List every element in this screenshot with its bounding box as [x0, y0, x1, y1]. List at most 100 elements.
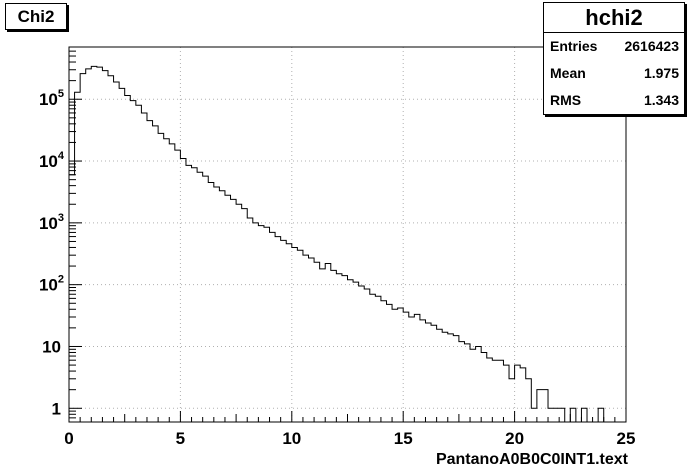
- histogram-bin: [554, 408, 560, 422]
- histogram-bars: [68, 65, 626, 423]
- histogram-bin: [414, 314, 420, 422]
- histogram-bin: [130, 101, 136, 422]
- histogram-bin: [342, 276, 348, 422]
- histogram-bin: [208, 182, 214, 422]
- histogram-bin: [409, 317, 415, 422]
- histogram-bin: [303, 255, 309, 422]
- x-tick-label: 0: [64, 429, 73, 448]
- histogram-bin: [453, 336, 459, 422]
- histogram-bin: [108, 76, 114, 422]
- histogram-bin: [231, 199, 237, 422]
- histogram-bin: [403, 312, 409, 422]
- histogram-bin: [75, 92, 81, 422]
- x-tick-label: 20: [505, 429, 524, 448]
- histogram-bin: [158, 133, 164, 422]
- histogram-bin: [442, 332, 448, 422]
- histogram-bin: [86, 69, 92, 422]
- histogram-bin: [581, 408, 587, 422]
- histogram-bin: [336, 274, 342, 422]
- y-tick-label: 1: [52, 399, 61, 418]
- histogram-bin: [219, 191, 225, 422]
- histogram-bin: [275, 237, 281, 422]
- histogram-bin: [192, 168, 198, 422]
- histogram-bin: [353, 282, 359, 422]
- histogram-bin: [487, 358, 493, 422]
- stats-row-rms: RMS 1.343: [544, 87, 684, 114]
- histogram-bin: [325, 264, 331, 422]
- histogram-bin: [542, 390, 548, 422]
- histogram-bin: [242, 209, 248, 422]
- stats-box: hchi2 Entries 2616423 Mean 1.975 RMS 1.3…: [543, 2, 685, 115]
- histogram-bin: [225, 195, 231, 422]
- histogram-bin: [559, 408, 565, 422]
- stats-row-entries: Entries 2616423: [544, 33, 684, 60]
- histogram-bin: [420, 320, 426, 422]
- histogram-bin: [498, 360, 504, 422]
- histogram-bin: [141, 113, 147, 422]
- histogram-bin: [80, 74, 86, 422]
- histogram-bin: [425, 323, 431, 422]
- histogram-bin: [314, 262, 320, 422]
- histogram-bin: [320, 269, 326, 422]
- histogram-bin: [309, 258, 315, 422]
- histogram-bin: [253, 223, 259, 422]
- stats-label: Mean: [550, 65, 586, 81]
- axes: 0 5 10 15 20 25 1 10 102 103 104 105: [39, 46, 636, 448]
- histogram-bin: [526, 379, 532, 422]
- y-tick-label: 103: [39, 212, 64, 233]
- histogram-bin: [203, 176, 209, 422]
- histogram-bin: [102, 71, 108, 422]
- histogram-bin: [398, 308, 404, 422]
- y-tick-label: 102: [39, 274, 64, 295]
- y-tick-label: 10: [42, 337, 61, 356]
- stats-value: 2616423: [624, 38, 679, 54]
- histogram-bin: [186, 165, 192, 422]
- histogram-outline: [68, 65, 626, 423]
- stats-label: Entries: [550, 38, 598, 54]
- histogram-bin: [180, 158, 186, 422]
- histogram-bin: [359, 286, 365, 422]
- histogram-bin: [169, 144, 175, 422]
- histogram-bin: [476, 346, 482, 422]
- histogram-bin: [459, 342, 465, 422]
- stats-label: RMS: [550, 92, 582, 108]
- histogram-bin: [214, 187, 220, 422]
- x-axis-label: PantanoA0B0C0INT1.text: [435, 451, 628, 468]
- histogram-bin: [153, 126, 159, 422]
- histogram-bin: [247, 218, 253, 422]
- histogram-bin: [136, 105, 142, 422]
- histogram-bin: [91, 66, 97, 422]
- histogram-bin: [509, 379, 515, 422]
- histogram-bin: [175, 150, 181, 422]
- histogram-bin: [197, 172, 203, 422]
- histogram-bin: [264, 227, 270, 422]
- histogram-bin: [348, 280, 354, 422]
- x-tick-label: 25: [617, 429, 636, 448]
- histogram-bin: [570, 408, 576, 422]
- histogram-bin: [125, 95, 131, 422]
- histogram-bin: [598, 408, 604, 422]
- histogram-bin: [114, 82, 120, 422]
- histogram-title: Chi2: [5, 3, 67, 30]
- histogram-bin: [381, 301, 387, 422]
- histogram-bin: [464, 344, 470, 422]
- histogram-bin: [431, 325, 437, 422]
- histogram-bin: [375, 296, 381, 422]
- histogram-bin: [236, 204, 242, 422]
- histogram-bin: [515, 365, 521, 422]
- histogram-bin: [164, 139, 170, 422]
- x-tick-label: 5: [176, 429, 185, 448]
- histogram-bin: [386, 304, 392, 422]
- y-tick-label: 105: [39, 88, 64, 109]
- histogram-bin: [370, 294, 376, 422]
- histogram-bin: [270, 232, 276, 422]
- histogram-bin: [281, 240, 287, 422]
- stats-histogram-name: hchi2: [544, 3, 684, 33]
- histogram-bin: [364, 289, 370, 422]
- histogram-bin: [481, 352, 487, 422]
- stats-value: 1.975: [643, 65, 679, 81]
- histogram-bin: [297, 250, 303, 422]
- x-tick-label: 15: [394, 429, 413, 448]
- histogram-bin: [537, 390, 543, 422]
